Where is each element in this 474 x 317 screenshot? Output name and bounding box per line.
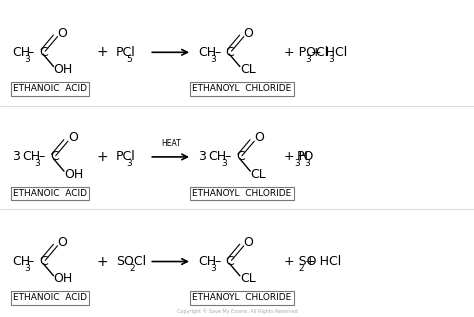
Text: C: C	[39, 46, 48, 59]
Text: PCl: PCl	[116, 46, 136, 59]
Text: –: –	[214, 255, 220, 268]
Text: Copyright © Save My Exams. All Rights Reserved: Copyright © Save My Exams. All Rights Re…	[177, 309, 297, 314]
Text: CH: CH	[12, 46, 30, 59]
Text: O: O	[68, 131, 78, 145]
Text: 3: 3	[12, 150, 20, 164]
Text: 2: 2	[130, 264, 136, 273]
Text: CH: CH	[198, 255, 216, 268]
Text: ETHANOYL  CHLORIDE: ETHANOYL CHLORIDE	[192, 294, 292, 302]
Text: PCl: PCl	[116, 150, 136, 164]
Text: 3: 3	[305, 55, 310, 64]
Text: 3: 3	[221, 159, 227, 168]
Text: +: +	[96, 150, 108, 164]
Text: C: C	[226, 255, 234, 268]
Text: 3: 3	[295, 159, 301, 168]
Text: SOCl: SOCl	[116, 255, 146, 268]
Text: CH: CH	[22, 150, 40, 164]
Text: O: O	[254, 131, 264, 145]
Text: 3: 3	[210, 55, 216, 64]
Text: OH: OH	[64, 168, 83, 181]
Text: OH: OH	[54, 272, 73, 286]
Text: ETHANOIC  ACID: ETHANOIC ACID	[13, 84, 87, 93]
Text: CL: CL	[240, 63, 255, 76]
Text: C: C	[50, 150, 58, 164]
Text: 3: 3	[127, 159, 132, 168]
Text: + SO: + SO	[284, 255, 317, 268]
Text: 3: 3	[35, 159, 40, 168]
Text: O: O	[244, 236, 254, 249]
Text: + HCl: + HCl	[301, 255, 341, 268]
Text: ETHANOIC  ACID: ETHANOIC ACID	[13, 189, 87, 198]
Text: –: –	[27, 255, 34, 268]
Text: OH: OH	[54, 63, 73, 76]
Text: ETHANOYL  CHLORIDE: ETHANOYL CHLORIDE	[192, 84, 292, 93]
Text: 2: 2	[298, 264, 304, 273]
Text: O: O	[57, 27, 67, 40]
Text: C: C	[39, 255, 48, 268]
Text: –: –	[214, 46, 220, 59]
Text: ETHANOYL  CHLORIDE: ETHANOYL CHLORIDE	[192, 189, 292, 198]
Text: HEAT: HEAT	[161, 139, 181, 148]
Text: CH: CH	[12, 255, 30, 268]
Text: C: C	[226, 46, 234, 59]
Text: 3: 3	[304, 159, 310, 168]
Text: –: –	[224, 150, 231, 164]
Text: CH: CH	[198, 46, 216, 59]
Text: CL: CL	[240, 272, 255, 286]
Text: + H: + H	[284, 150, 309, 164]
Text: CL: CL	[250, 168, 266, 181]
Text: 3: 3	[210, 264, 216, 273]
Text: O: O	[57, 236, 67, 249]
Text: 3: 3	[198, 150, 206, 164]
Text: 3: 3	[24, 55, 30, 64]
Text: 3: 3	[328, 55, 334, 64]
Text: –: –	[27, 46, 34, 59]
Text: –: –	[38, 150, 45, 164]
Text: +: +	[96, 255, 108, 268]
Text: + POCl: + POCl	[284, 46, 328, 59]
Text: ETHANOIC  ACID: ETHANOIC ACID	[13, 294, 87, 302]
Text: 3: 3	[24, 264, 30, 273]
Text: + HCl: + HCl	[308, 46, 348, 59]
Text: PO: PO	[297, 150, 315, 164]
Text: 5: 5	[127, 55, 132, 64]
Text: CH: CH	[209, 150, 227, 164]
Text: O: O	[244, 27, 254, 40]
Text: C: C	[236, 150, 245, 164]
Text: +: +	[96, 45, 108, 59]
